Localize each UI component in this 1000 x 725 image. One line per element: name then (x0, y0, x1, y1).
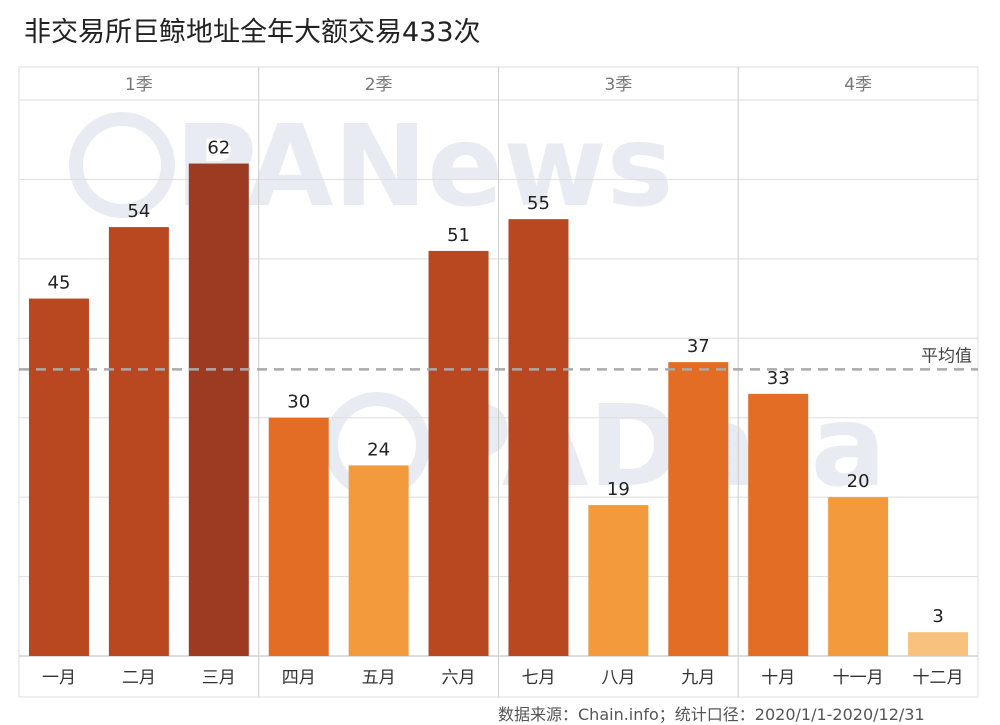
x-tick-label: 一月 (42, 668, 76, 688)
x-tick-label: 十一月 (833, 668, 884, 688)
data-label: 30 (287, 392, 310, 413)
bar (828, 497, 889, 656)
data-label: 19 (607, 479, 630, 500)
x-tick-label: 三月 (202, 668, 236, 688)
quarter-label: 4季 (844, 75, 872, 95)
data-label: 54 (127, 201, 150, 222)
x-tick-label: 二月 (122, 668, 156, 688)
average-line-label: 平均值 (921, 346, 972, 366)
chart-title: 非交易所巨鲸地址全年大额交易433次 (24, 17, 481, 48)
bar (348, 465, 409, 656)
data-label: 24 (367, 439, 390, 460)
bar (428, 250, 489, 656)
x-tick-label: 六月 (442, 668, 476, 688)
data-label: 51 (447, 225, 470, 246)
data-label: 20 (847, 471, 870, 492)
quarter-label: 2季 (365, 75, 393, 95)
quarter-label: 3季 (604, 75, 632, 95)
watermark-text: PAData (430, 382, 886, 512)
data-label: 62 (207, 138, 230, 159)
bar (748, 393, 809, 656)
x-tick-label: 九月 (681, 668, 715, 688)
data-label: 3 (932, 606, 943, 627)
bar (588, 505, 649, 656)
x-tick-label: 四月 (282, 668, 316, 688)
bar (268, 417, 329, 656)
watermarks: PANews PAData (69, 102, 886, 512)
bar (508, 219, 569, 656)
bar (668, 362, 729, 656)
source-note: 数据来源：Chain.info；统计口径：2020/1/1-2020/12/31 (498, 705, 925, 724)
bar (188, 163, 249, 657)
bar (28, 298, 89, 656)
watermark-text: PANews (175, 102, 673, 232)
x-tick-label: 十二月 (913, 668, 964, 688)
x-tick-label: 十月 (761, 668, 795, 688)
bar (108, 227, 169, 657)
data-label: 33 (767, 368, 790, 389)
x-tick-label: 五月 (362, 668, 396, 688)
bars (28, 163, 969, 657)
data-label: 45 (48, 273, 71, 294)
quarter-label: 1季 (125, 75, 153, 95)
bar (908, 632, 969, 656)
data-label: 55 (527, 193, 550, 214)
data-label: 37 (687, 336, 710, 357)
quarter-panels (18, 66, 979, 698)
watermark-logo-icon (69, 112, 175, 218)
x-tick-label: 七月 (521, 668, 555, 688)
x-tick-label: 八月 (601, 668, 635, 688)
labels: 1季 2季 3季 4季 45 一月 54 二月 62 三月 30 四月 24 五月 51 六月 55 七月 19 八月… (42, 75, 972, 688)
